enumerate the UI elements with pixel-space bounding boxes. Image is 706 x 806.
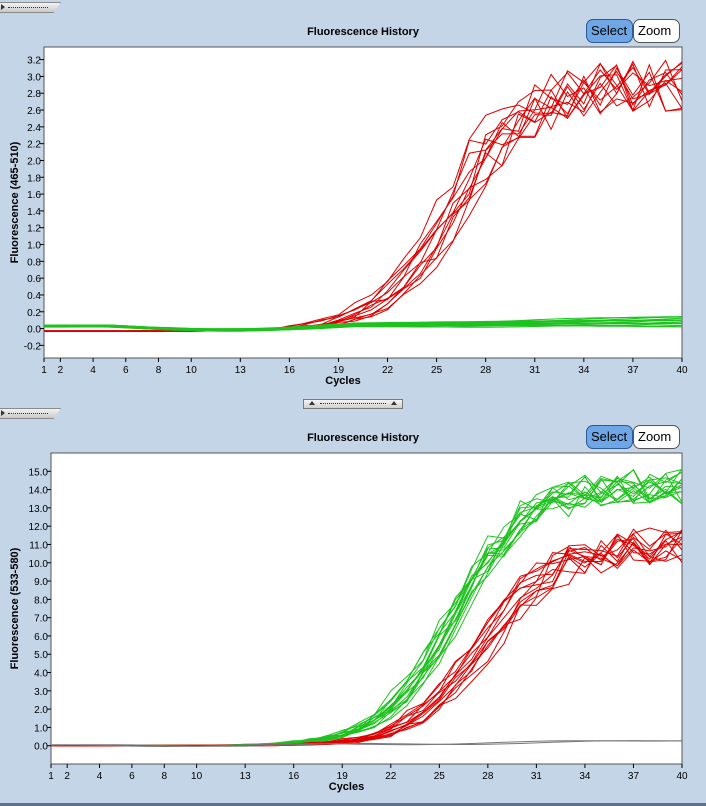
series-group-gray-negative	[50, 740, 683, 748]
series-line	[50, 740, 683, 748]
x-tick-label: 1	[48, 771, 54, 782]
y-tick-label: 14.0	[29, 486, 49, 497]
y-tick-label: 12.0	[29, 522, 49, 533]
top-zoom-button[interactable]: Zoom	[633, 19, 680, 43]
splitter-up-arrow-icon	[391, 401, 397, 405]
y-tick-label: 1.2	[27, 224, 41, 235]
x-tick-label: 40	[676, 771, 688, 782]
x-tick-label: 2	[58, 365, 64, 376]
y-tick-label: 9.0	[34, 577, 48, 588]
y-tick-label: 1.0	[27, 241, 41, 252]
y-tick-label: 0.8	[27, 257, 41, 268]
y-tick-label: 2.2	[27, 140, 41, 151]
y-tick-label: 10.0	[29, 559, 49, 570]
expand-arrow-icon	[1, 4, 5, 10]
x-tick-label: 13	[235, 365, 247, 376]
y-tick-label: 0.6	[27, 274, 41, 285]
y-tick-label: 11.0	[29, 540, 48, 551]
series-group-amplified	[43, 59, 683, 332]
y-tick-label: 0.4	[27, 291, 41, 302]
y-tick-label: 1.8	[27, 173, 41, 184]
top-panel: Fluorescence History Select Zoom 1 2 4 6 8 10…	[0, 0, 706, 400]
x-tick-label: 22	[382, 365, 394, 376]
y-tick-label: 8.0	[34, 595, 48, 606]
x-tick-label: 13	[240, 771, 252, 782]
x-tick-label: 34	[579, 771, 591, 782]
series-line	[43, 316, 683, 331]
x-tick-label: 4	[90, 365, 96, 376]
bottom-select-button[interactable]: Select	[586, 425, 633, 449]
y-tick-label: 2.8	[27, 89, 41, 100]
y-tick-label: 5.0	[34, 650, 48, 661]
x-tick-label: 25	[431, 365, 443, 376]
x-tick-label: 22	[385, 771, 397, 782]
y-tick-label: 2.0	[34, 705, 48, 716]
x-tick-label: 16	[288, 771, 300, 782]
y-axis-label: Fluorescence (533-580)	[9, 547, 21, 669]
x-tick-label: 31	[529, 365, 541, 376]
x-tick-label: 25	[434, 771, 446, 782]
y-tick-label: 0.0	[34, 742, 48, 753]
y-tick-label: 6.0	[34, 632, 48, 643]
x-tick-label: 8	[156, 365, 162, 376]
x-tick-label: 8	[161, 771, 167, 782]
y-tick-label: 0.2	[27, 308, 41, 319]
x-tick-label: 4	[97, 771, 103, 782]
x-tick-label: 19	[337, 771, 349, 782]
x-tick-label: 19	[333, 365, 345, 376]
top-select-button[interactable]: Select	[586, 19, 633, 43]
y-tick-label: 1.4	[27, 207, 41, 218]
x-tick-label: 6	[123, 365, 129, 376]
y-tick-label: 4.0	[34, 669, 48, 680]
window-bottom-border	[0, 803, 706, 806]
y-tick-label: 3.0	[27, 72, 41, 83]
y-tick-label: 2.4	[27, 123, 41, 134]
y-axis-label: Fluorescence (465-510)	[9, 141, 21, 263]
x-tick-label: 37	[628, 771, 640, 782]
x-axis-label: Cycles	[325, 375, 360, 387]
y-tick-label: 13.0	[29, 504, 49, 515]
y-tick-label: 2.6	[27, 106, 41, 117]
x-tick-label: 28	[480, 365, 492, 376]
series-line	[43, 63, 683, 332]
top-fluorescence-chart[interactable]: 1 2 4 6 8 10 13 16 19 22 25 28 31 34 37 40 -0.2 0.0 0.2 0.4…	[0, 0, 706, 400]
x-tick-label: 1	[41, 365, 47, 376]
x-tick-label: 16	[284, 365, 296, 376]
series-group-negative	[43, 316, 683, 332]
x-tick-label: 37	[627, 365, 639, 376]
y-tick-label: 0.0	[27, 325, 41, 336]
bottom-zoom-button[interactable]: Zoom	[633, 425, 680, 449]
x-axis-label: Cycles	[329, 781, 364, 793]
x-tick-label: 10	[191, 771, 203, 782]
x-tick-label: 6	[129, 771, 135, 782]
y-tick-label: 15.0	[29, 467, 49, 478]
plot-area	[43, 46, 683, 359]
x-tick-label: 10	[186, 365, 198, 376]
y-tick-label: 3.2	[27, 56, 41, 67]
x-tick-label: 31	[531, 771, 543, 782]
y-tick-label: 3.0	[34, 687, 48, 698]
y-tick-label: 1.0	[34, 723, 48, 734]
splitter-up-arrow-icon	[309, 401, 315, 405]
expand-arrow-icon	[1, 410, 5, 416]
bottom-panel: Fluorescence History Select Zoom 1 2 4 6 8 10…	[0, 406, 706, 806]
panel-splitter[interactable]	[303, 399, 403, 409]
x-tick-label: 2	[64, 771, 70, 782]
x-tick-label: 34	[578, 365, 590, 376]
series-line	[50, 740, 683, 747]
bottom-fluorescence-chart[interactable]: 1 2 4 6 8 10 13 16 19 22 25 28 31 34 37 40 0.0 1.0 2.0 3.0 4…	[0, 406, 706, 806]
y-tick-label: -0.2	[24, 341, 42, 352]
x-tick-label: 40	[676, 365, 688, 376]
y-tick-label: 2.0	[27, 156, 41, 167]
x-tick-label: 28	[482, 771, 494, 782]
y-tick-label: 1.6	[27, 190, 41, 201]
top-chart-title: Fluorescence History	[307, 26, 419, 38]
bottom-chart-title: Fluorescence History	[307, 432, 419, 444]
y-tick-label: 7.0	[34, 614, 48, 625]
